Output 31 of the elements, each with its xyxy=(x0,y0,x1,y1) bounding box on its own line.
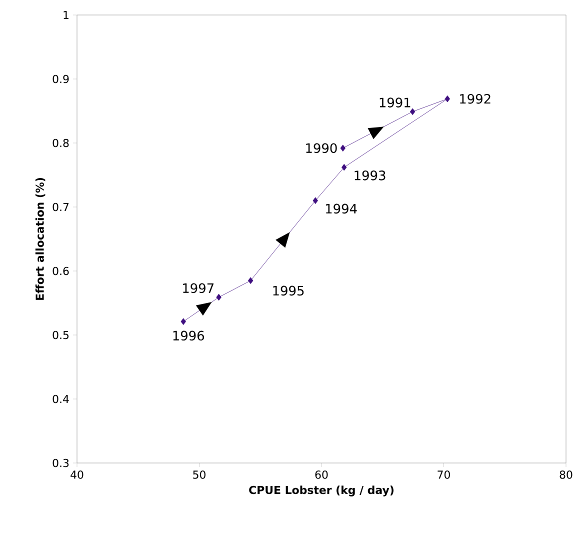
x-tick-label: 80 xyxy=(560,470,572,479)
y-tick-label: 0.8 xyxy=(52,138,69,148)
annotation: 1990 xyxy=(306,143,337,154)
point xyxy=(342,164,347,171)
point xyxy=(312,197,318,204)
annotation: 1994 xyxy=(326,204,357,214)
y-tick-label: 0.4 xyxy=(52,394,69,404)
point xyxy=(410,108,416,116)
x-axis-title: CPUE Lobster (kg / day) xyxy=(249,486,394,496)
annotation: 1991 xyxy=(380,98,410,108)
y-tick-label: 0.7 xyxy=(52,202,69,212)
point xyxy=(444,95,450,102)
y-tick-label: 0.3 xyxy=(52,458,69,468)
y-tick-label: 0.9 xyxy=(52,74,69,84)
x-tick-label: 70 xyxy=(438,470,450,479)
y-tick-label: 0.5 xyxy=(52,330,69,340)
y-tick-label: 0.6 xyxy=(52,266,69,276)
y-axis-title: Effort allocation (%) xyxy=(35,178,46,300)
x-tick-label: 40 xyxy=(70,470,84,479)
annotation: 1997 xyxy=(183,283,214,294)
annotation: 1992 xyxy=(460,94,490,104)
x-tick-label: 50 xyxy=(193,470,206,479)
annotation: 1993 xyxy=(354,170,386,180)
annotation: 1996 xyxy=(173,330,204,341)
point xyxy=(180,318,186,325)
point xyxy=(216,294,222,301)
annotation: 1995 xyxy=(273,286,304,296)
x-tick-label: 60 xyxy=(315,470,328,479)
point xyxy=(248,277,254,284)
point xyxy=(340,144,346,152)
y-tick-label: 1 xyxy=(64,11,68,19)
